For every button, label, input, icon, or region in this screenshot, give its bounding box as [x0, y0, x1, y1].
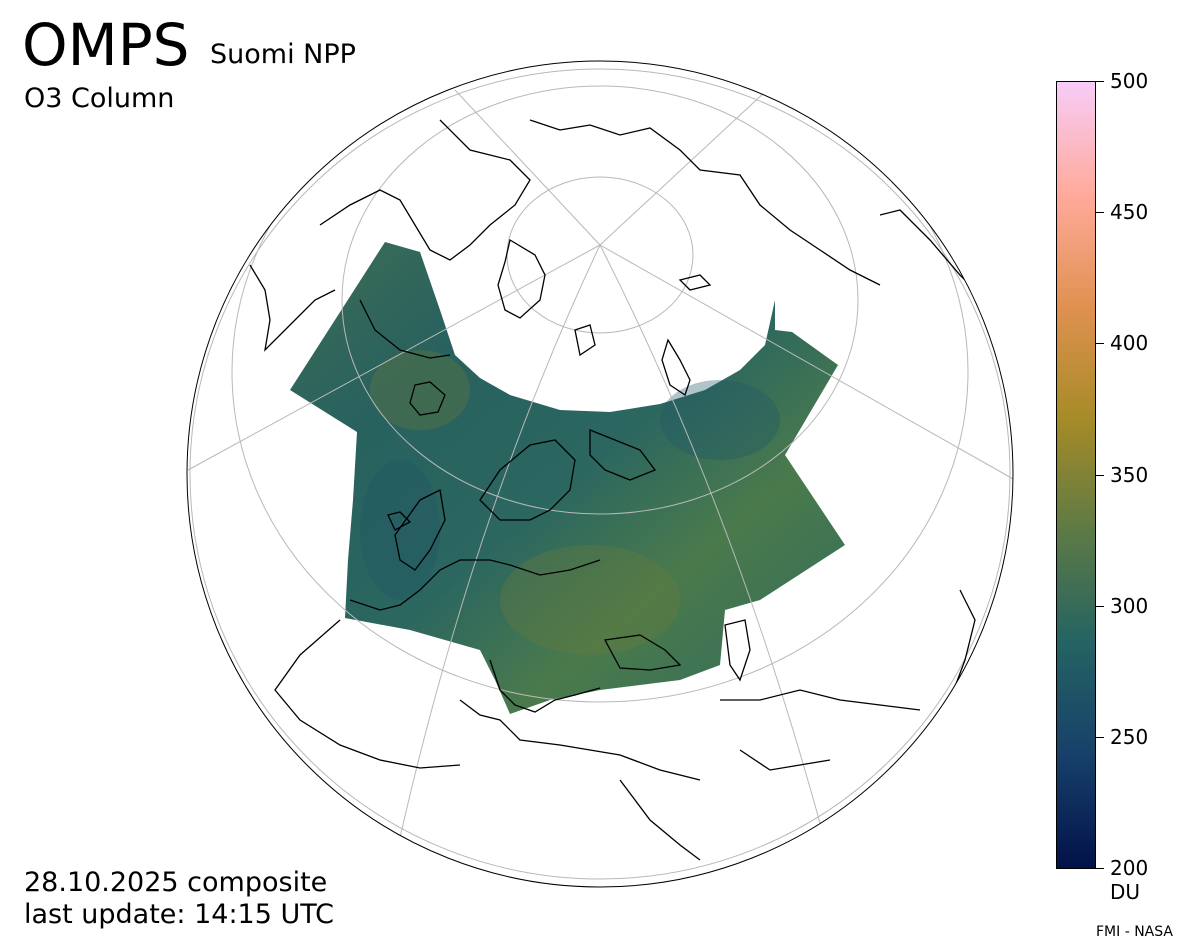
- colorbar-tick: [1096, 81, 1104, 82]
- globe-outline: [186, 60, 1014, 888]
- ozone-high-patch: [500, 545, 680, 655]
- colorbar-tick: [1096, 343, 1104, 344]
- ozone-low-patch: [360, 460, 440, 600]
- coastlines: [249, 119, 1001, 861]
- colorbar: [1056, 81, 1096, 869]
- product-title: O3 Column: [24, 83, 175, 114]
- colorbar-tick: [1096, 737, 1104, 738]
- colorbar-tick-label: 400: [1110, 331, 1149, 355]
- ozone-field-swath: [290, 242, 845, 714]
- ozone-high-patch: [370, 350, 470, 430]
- colorbar-tick: [1096, 868, 1104, 869]
- colorbar-tick: [1096, 212, 1104, 213]
- colorbar-tick-label: 250: [1110, 725, 1149, 749]
- instrument-title: OMPS: [22, 11, 190, 79]
- colorbar-tick-label: 300: [1110, 594, 1149, 618]
- ozone-low-patch: [660, 380, 780, 460]
- colorbar-tick: [1096, 475, 1104, 476]
- satellite-subtitle: Suomi NPP: [210, 39, 356, 70]
- graticule: [187, 61, 1013, 880]
- colorbar-tick-label: 450: [1110, 200, 1149, 224]
- colorbar-tick-label: 350: [1110, 463, 1149, 487]
- data-credit: FMI - NASA: [1096, 924, 1173, 940]
- colorbar-tick-label: 200: [1110, 856, 1149, 880]
- colorbar-tick: [1096, 606, 1104, 607]
- last-update: last update: 14:15 UTC: [24, 899, 335, 930]
- colorbar-tick-label: 500: [1110, 69, 1149, 93]
- colorbar-unit: DU: [1110, 880, 1141, 904]
- composite-date: 28.10.2025 composite: [24, 867, 328, 898]
